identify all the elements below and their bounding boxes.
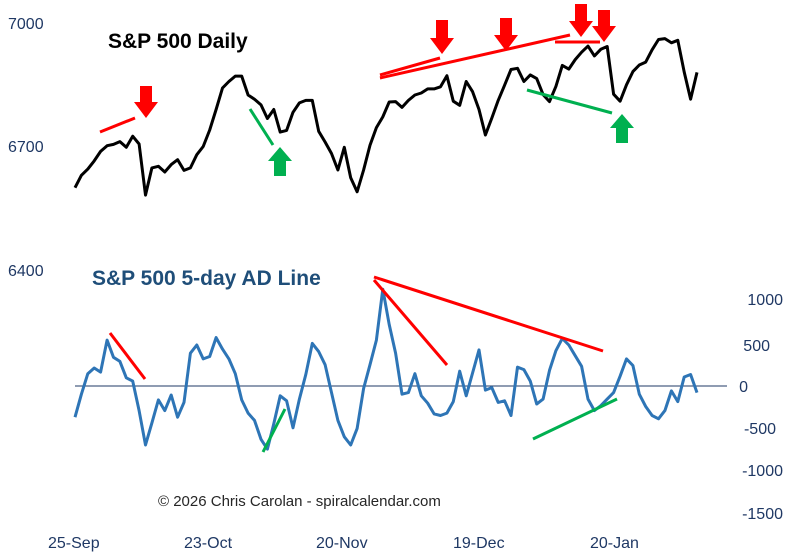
right-axis: 1000 500 0 -500 -1000 -1500 xyxy=(739,292,783,523)
green-up-arrow-2 xyxy=(610,114,634,143)
red-trendline-2 xyxy=(379,56,441,77)
red-trendline-1 xyxy=(99,116,136,134)
green-trendline-1 xyxy=(248,108,275,146)
left-tick-label-6400: 6400 xyxy=(8,263,44,280)
right-tick-label-minus-1000: -1000 xyxy=(742,463,783,480)
upper-chart-title: S&P 500 Daily xyxy=(108,30,248,53)
red-trendline-ad-2 xyxy=(372,279,449,366)
copyright-text: © 2026 Chris Carolan - spiralcalendar.co… xyxy=(158,493,441,510)
x-axis: 25-Sep 23-Oct 20-Nov 19-Dec 20-Jan xyxy=(48,535,639,552)
annotation-arrows xyxy=(134,4,634,176)
red-down-arrow-1 xyxy=(134,86,158,118)
x-tick-label-23-oct: 23-Oct xyxy=(184,535,233,552)
right-tick-label-minus-500: -500 xyxy=(744,421,776,438)
green-up-arrow-1 xyxy=(268,147,292,176)
red-trendline-ad-1 xyxy=(108,332,147,380)
right-tick-label-minus-1500: -1500 xyxy=(742,506,783,523)
lower-chart-title: S&P 500 5-day AD Line xyxy=(92,267,321,290)
red-down-arrow-5 xyxy=(592,10,616,42)
right-tick-label-1000: 1000 xyxy=(747,292,783,309)
red-down-arrow-2 xyxy=(430,20,454,54)
sp500-price-line xyxy=(73,37,699,197)
x-tick-label-19-dec: 19-Dec xyxy=(453,535,505,552)
left-tick-label-6700: 6700 xyxy=(8,139,44,156)
red-down-arrow-3 xyxy=(494,18,518,51)
right-tick-label-0: 0 xyxy=(739,379,748,396)
left-axis: 7000 6700 6400 xyxy=(8,16,44,280)
green-trendline-ad-1 xyxy=(261,408,287,453)
red-trendline-3 xyxy=(379,33,571,80)
x-tick-label-20-jan: 20-Jan xyxy=(590,535,639,552)
red-down-arrow-4 xyxy=(569,4,593,37)
right-tick-label-500: 500 xyxy=(743,338,770,355)
red-trendline-ad-3 xyxy=(373,275,604,353)
annotation-trendlines xyxy=(99,33,618,453)
green-trendline-ad-2 xyxy=(532,397,618,441)
x-tick-label-25-sep: 25-Sep xyxy=(48,535,100,552)
green-trendline-2 xyxy=(526,88,613,115)
x-tick-label-20-nov: 20-Nov xyxy=(316,535,368,552)
left-tick-label-7000: 7000 xyxy=(8,16,44,33)
